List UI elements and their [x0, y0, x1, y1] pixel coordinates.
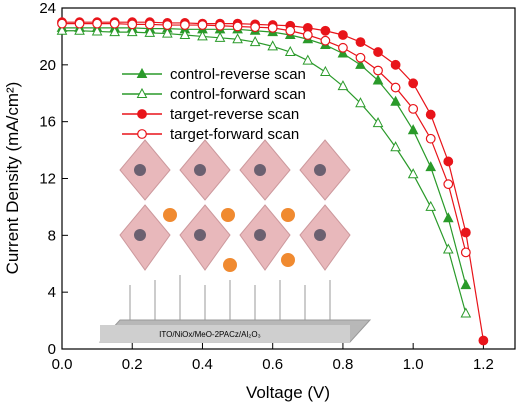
data-point	[320, 35, 331, 46]
y-tick-label: 24	[39, 0, 56, 17]
data-point	[214, 31, 226, 42]
legend-label: control-reverse scan	[170, 66, 306, 83]
data-point	[109, 26, 121, 37]
substrate-front	[100, 325, 350, 342]
data-point	[302, 54, 314, 65]
legend-label: control-forward scan	[170, 86, 306, 103]
legend-marker	[137, 109, 147, 119]
data-point	[144, 26, 156, 37]
data-point	[372, 74, 384, 85]
y-axis-label: Current Density (mA/cm²)	[3, 82, 22, 275]
legend-label: target-forward scan	[170, 126, 299, 143]
data-point	[284, 45, 296, 57]
data-point	[267, 40, 279, 51]
data-point	[249, 36, 261, 47]
data-point	[320, 25, 331, 36]
data-point	[285, 25, 296, 36]
data-point	[179, 28, 191, 39]
data-point	[338, 30, 348, 40]
y-tick-label: 20	[39, 57, 56, 74]
data-point	[390, 141, 401, 152]
data-point	[302, 30, 313, 40]
x-tick-label: 0.8	[333, 356, 354, 373]
x-axis-label: Voltage (V)	[246, 383, 330, 402]
data-point	[338, 42, 348, 53]
x-tick-label: 0.0	[52, 356, 73, 373]
data-point	[232, 21, 243, 32]
data-point	[442, 212, 454, 223]
legend-marker	[136, 87, 148, 98]
data-point	[180, 20, 190, 30]
legend-label: target-reverse scan	[170, 106, 299, 123]
data-point	[425, 161, 437, 172]
data-point	[408, 78, 419, 89]
data-point	[144, 19, 155, 30]
x-tick-label: 0.2	[122, 356, 143, 373]
data-point	[460, 307, 472, 318]
data-point	[443, 179, 454, 190]
data-point	[197, 30, 208, 41]
data-point	[355, 52, 366, 63]
inset-illustration: ITO/NiOx/MeO-2PACz/Al₂O₃	[98, 139, 372, 343]
data-point	[425, 133, 436, 144]
data-point	[407, 124, 419, 135]
y-tick-label: 4	[48, 284, 56, 301]
metal-centers	[134, 164, 326, 241]
data-point	[425, 109, 436, 120]
data-point	[390, 82, 401, 93]
data-point	[320, 65, 331, 76]
data-point	[57, 18, 67, 29]
x-tick-label: 1.2	[473, 356, 494, 373]
data-point	[460, 247, 471, 258]
octahedra	[119, 139, 351, 271]
data-point	[74, 24, 85, 35]
cations	[163, 208, 295, 272]
data-point	[355, 37, 366, 47]
x-tick-label: 0.6	[262, 356, 283, 373]
data-point	[373, 65, 383, 76]
data-point	[162, 20, 173, 30]
data-point	[390, 95, 401, 106]
y-tick-label: 16	[39, 114, 56, 131]
x-tick-label: 1.0	[403, 356, 424, 373]
data-point	[337, 80, 349, 91]
data-point	[373, 47, 383, 57]
legend-marker	[137, 129, 147, 139]
data-point	[460, 278, 472, 290]
molecules	[129, 275, 331, 320]
data-point	[197, 20, 208, 30]
y-tick-label: 0	[48, 341, 56, 358]
inset-label: ITO/NiOx/MeO-2PACz/Al₂O₃	[159, 330, 261, 339]
data-point	[91, 25, 103, 36]
data-point	[408, 103, 419, 114]
legend-marker	[136, 67, 148, 78]
data-point	[442, 243, 454, 254]
data-point	[267, 22, 278, 33]
data-point	[390, 59, 401, 70]
data-point	[162, 27, 173, 38]
data-point	[127, 19, 138, 30]
y-tick-label: 8	[48, 227, 56, 244]
data-point	[460, 227, 471, 238]
data-point	[109, 18, 120, 29]
data-point	[337, 47, 349, 58]
data-point	[56, 24, 68, 35]
data-point	[443, 156, 454, 167]
y-tick-label: 12	[39, 171, 56, 188]
data-point	[250, 22, 261, 33]
data-point	[425, 200, 437, 211]
data-point	[215, 20, 225, 31]
data-point	[355, 58, 366, 69]
data-point	[74, 18, 85, 29]
data-point	[478, 335, 489, 346]
data-point	[232, 33, 243, 44]
data-point	[92, 18, 103, 29]
data-point	[355, 97, 366, 108]
data-point	[126, 26, 138, 37]
data-point	[407, 168, 419, 179]
x-tick-label: 0.4	[192, 356, 213, 373]
data-point	[372, 117, 384, 128]
